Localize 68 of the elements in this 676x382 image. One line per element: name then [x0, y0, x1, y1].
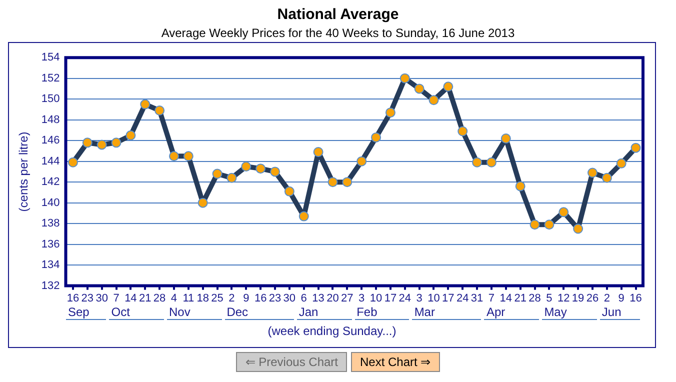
- x-tick-label: 27: [341, 292, 354, 304]
- text: May: [542, 305, 597, 320]
- previous-button[interactable]: ⇐ Previous Chart: [236, 352, 347, 372]
- x-tick-label: 9: [618, 292, 624, 304]
- y-tick-label: 150: [41, 93, 60, 106]
- x-tick-label: 26: [586, 292, 599, 304]
- x-tick-label: 20: [326, 292, 339, 304]
- x-tick-label: 5: [546, 292, 552, 304]
- text: Dec: [224, 305, 294, 320]
- x-tick-label: 24: [398, 292, 412, 304]
- y-tick-label: 152: [41, 72, 60, 84]
- text: Apr: [484, 305, 540, 320]
- x-tick-label: 25: [211, 292, 224, 304]
- x-tick-label: 10: [428, 292, 440, 304]
- x-tick-label: 2: [228, 292, 235, 304]
- x-tick-label: 17: [442, 292, 454, 304]
- x-tick-label: 2: [604, 292, 610, 304]
- x-tick-label: 16: [254, 292, 267, 304]
- y-tick-label: 142: [41, 176, 60, 188]
- x-tick-label: 16: [630, 292, 642, 304]
- x-tick-label: 18: [196, 292, 209, 304]
- y-tick-label: 132: [41, 280, 60, 292]
- x-tick-label: 11: [182, 292, 194, 304]
- x-tick-label: 23: [81, 292, 94, 304]
- x-tick-label: 3: [358, 292, 365, 304]
- x-tick-label: 14: [124, 292, 137, 304]
- x-tick-label: 16: [66, 292, 80, 304]
- x-tick-label: 21: [139, 292, 152, 304]
- x-tick-label: 24: [456, 292, 469, 304]
- x-tick-label: 7: [488, 292, 495, 304]
- x-tick-label: 17: [384, 292, 397, 304]
- chart-subtitle: Average Weekly Prices for the 40 Weeks to Sunday, 16 June 2013: [160, 26, 516, 40]
- x-tick-label: 10: [370, 292, 382, 304]
- text: Oct: [109, 305, 164, 320]
- x-tick-label: 13: [312, 292, 324, 304]
- x-tick-label: 12: [558, 292, 570, 304]
- y-tick-label: 138: [41, 218, 60, 230]
- text: Jan: [296, 305, 352, 320]
- x-tick-label: 21: [514, 292, 526, 304]
- text: Sep: [66, 305, 106, 320]
- x-tick-label: 6: [300, 292, 307, 304]
- y-tick-label: 146: [41, 134, 60, 147]
- y-tick-label: 144: [41, 155, 60, 168]
- y-tick-label: 140: [41, 196, 60, 209]
- x-tick-label: 14: [500, 292, 512, 304]
- x-tick-label: 4: [170, 292, 178, 304]
- text: Mar: [412, 305, 482, 320]
- y-tick-label: 136: [41, 238, 60, 250]
- next-button[interactable]: Next Chart ⇒: [351, 352, 440, 372]
- y-tick-label: 154: [41, 52, 60, 64]
- x-tick-label: 7: [113, 292, 120, 304]
- y-tick-label: 134: [41, 259, 60, 272]
- x-tick-label: 28: [153, 292, 166, 304]
- text: Jun: [600, 305, 640, 320]
- x-tick-label: 30: [283, 292, 296, 304]
- y-tick-label: 148: [41, 114, 60, 126]
- x-tick-label: 3: [416, 292, 422, 304]
- x-tick-label: 30: [96, 292, 108, 304]
- text: Nov: [166, 305, 222, 320]
- y-axis-title: (cents per litre): [16, 132, 31, 212]
- x-tick-label: 19: [572, 292, 584, 304]
- x-tick-label: 31: [470, 292, 484, 304]
- x-tick-label: 28: [528, 292, 541, 304]
- x-axis-title: (week ending Sunday...): [266, 324, 398, 338]
- chart-title: National Average: [276, 6, 400, 23]
- x-tick-label: 9: [243, 292, 250, 304]
- x-tick-label: 23: [268, 292, 282, 304]
- text: Feb: [354, 305, 410, 320]
